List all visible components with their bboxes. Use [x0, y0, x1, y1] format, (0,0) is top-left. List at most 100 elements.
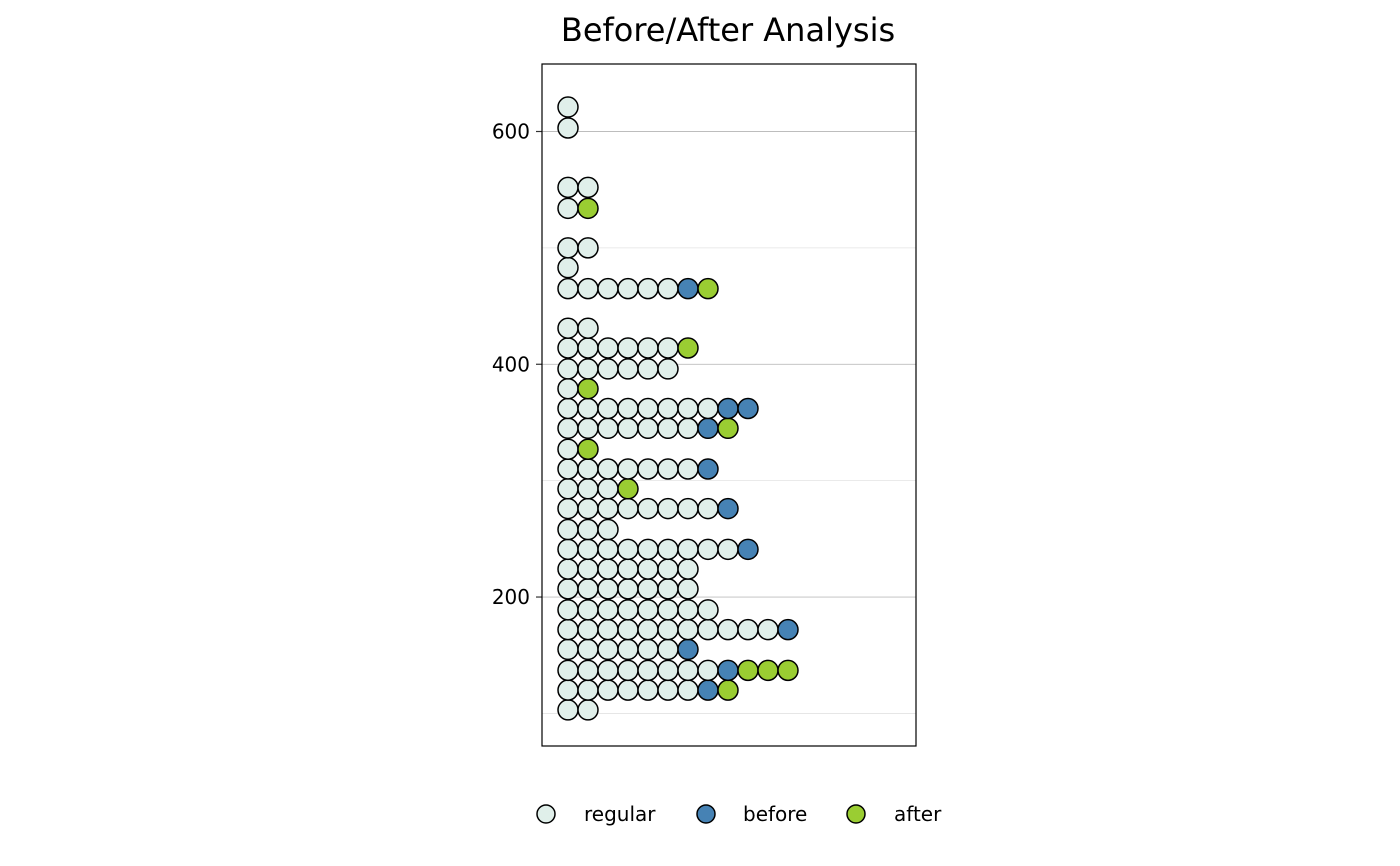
- dot-regular: [557, 96, 579, 118]
- dot-regular: [657, 538, 679, 561]
- dot-regular: [597, 478, 619, 500]
- dot-regular: [677, 599, 699, 621]
- dot-before: [717, 497, 739, 520]
- dot-regular: [657, 358, 679, 380]
- y-tick-label: 400: [492, 352, 530, 376]
- dot-regular: [557, 256, 579, 279]
- dot-regular: [597, 277, 619, 300]
- dot-regular: [637, 397, 659, 420]
- dot-regular: [677, 618, 699, 641]
- dot-regular: [557, 397, 579, 420]
- dot-regular: [597, 659, 619, 682]
- dot-regular: [617, 679, 639, 701]
- dot-regular: [677, 659, 699, 682]
- dot-regular: [557, 478, 579, 500]
- dot-regular: [557, 176, 579, 199]
- dot-regular: [597, 518, 619, 541]
- dot-before: [677, 277, 699, 300]
- dot-regular: [557, 659, 579, 682]
- dot-regular: [617, 337, 639, 359]
- dot-regular: [697, 397, 719, 420]
- dot-regular: [657, 599, 679, 621]
- dot-regular: [637, 659, 659, 682]
- dot-regular: [557, 377, 579, 400]
- dot-regular: [617, 277, 639, 300]
- dot-before: [677, 638, 699, 661]
- dot-regular: [617, 618, 639, 641]
- dot-regular: [657, 458, 679, 480]
- dot-regular: [577, 317, 599, 339]
- dot-regular: [577, 176, 599, 199]
- dot-regular: [577, 578, 599, 600]
- dot-regular: [637, 497, 659, 520]
- dot-regular: [557, 699, 579, 721]
- dot-regular: [657, 417, 679, 440]
- dot-regular: [577, 337, 599, 359]
- dot-regular: [597, 337, 619, 359]
- dot-regular: [657, 638, 679, 661]
- dot-regular: [557, 417, 579, 440]
- dot-regular: [617, 397, 639, 420]
- dot-regular: [677, 578, 699, 600]
- dot-regular: [577, 638, 599, 661]
- dot-regular: [677, 417, 699, 440]
- dot-regular: [557, 438, 579, 460]
- dot-regular: [657, 659, 679, 682]
- dot-regular: [557, 558, 579, 580]
- dot-after: [717, 679, 739, 701]
- dot-after: [577, 438, 599, 460]
- dot-regular: [637, 277, 659, 300]
- dot-before: [717, 397, 739, 420]
- dot-regular: [597, 538, 619, 561]
- dot-regular: [577, 558, 599, 580]
- y-tick-label: 600: [492, 120, 530, 144]
- dot-after: [617, 478, 639, 500]
- dot-after: [577, 197, 599, 220]
- dot-regular: [677, 458, 699, 480]
- dot-regular: [637, 337, 659, 359]
- legend-label: regular: [584, 802, 656, 826]
- dot-regular: [557, 197, 579, 220]
- dot-regular: [557, 317, 579, 339]
- dot-after: [677, 337, 699, 359]
- plot-panel: [541, 63, 917, 747]
- dot-before: [777, 618, 799, 641]
- dot-regular: [637, 358, 659, 380]
- legend-item-regular: regular: [536, 802, 656, 826]
- dot-regular: [557, 458, 579, 480]
- dot-regular: [557, 117, 579, 139]
- dot-regular: [577, 618, 599, 641]
- dot-regular: [577, 659, 599, 682]
- dot-regular: [617, 578, 639, 600]
- dot-regular: [577, 518, 599, 541]
- dot-regular: [557, 337, 579, 359]
- dot-regular: [557, 679, 579, 701]
- dot-regular: [577, 538, 599, 561]
- dot-regular: [597, 679, 619, 701]
- dot-regular: [657, 497, 679, 520]
- legend-item-before: before: [696, 802, 807, 826]
- dot-regular: [677, 538, 699, 561]
- dot-regular: [657, 337, 679, 359]
- dot-regular: [637, 458, 659, 480]
- legend-item-after: after: [846, 802, 942, 826]
- dot-regular: [717, 538, 739, 561]
- dot-regular: [577, 417, 599, 440]
- dot-regular: [677, 397, 699, 420]
- dot-layer: [557, 96, 799, 721]
- dot-regular: [637, 558, 659, 580]
- dot-regular: [577, 478, 599, 500]
- dot-regular: [597, 558, 619, 580]
- dot-regular: [617, 558, 639, 580]
- dot-regular: [737, 618, 759, 641]
- dot-regular: [657, 679, 679, 701]
- dot-regular: [637, 679, 659, 701]
- dot-after: [757, 659, 779, 682]
- legend-swatch-regular: [536, 804, 556, 824]
- dot-regular: [677, 558, 699, 580]
- dot-regular: [617, 538, 639, 561]
- dot-after: [697, 277, 719, 300]
- dot-regular: [697, 538, 719, 561]
- dot-regular: [717, 618, 739, 641]
